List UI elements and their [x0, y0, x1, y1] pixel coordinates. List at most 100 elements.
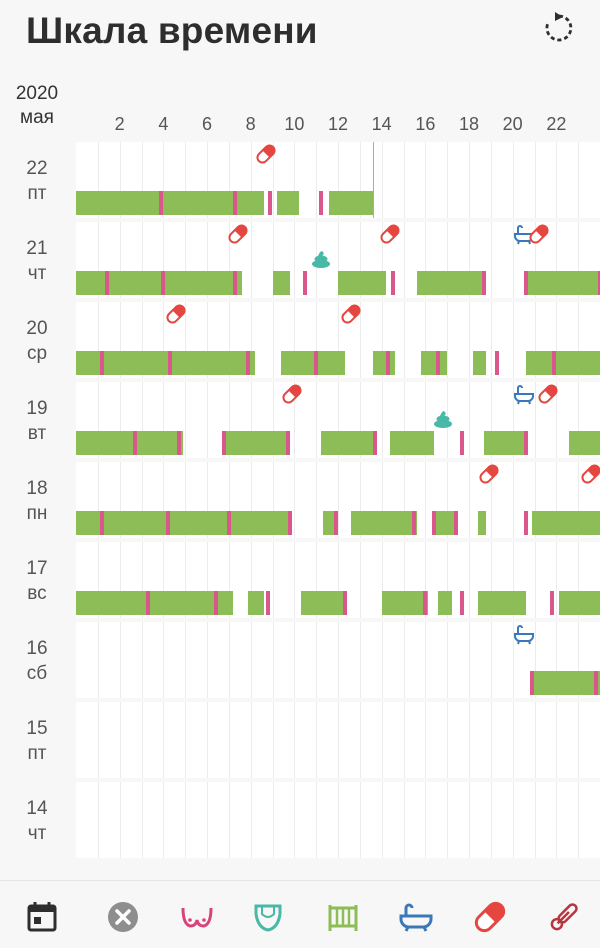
medicine-icon[interactable]	[226, 222, 250, 246]
cancel-icon[interactable]	[103, 897, 143, 937]
breastfeeding-icon[interactable]	[177, 897, 217, 937]
feeding-mark[interactable]	[132, 431, 137, 455]
medicine-icon[interactable]	[477, 462, 501, 486]
bath-icon[interactable]	[396, 897, 436, 937]
feeding-mark[interactable]	[495, 351, 500, 375]
medicine-icon[interactable]	[527, 222, 551, 246]
medicine-icon[interactable]	[536, 382, 560, 406]
sleep-segment[interactable]	[372, 351, 395, 375]
day-row[interactable]: 19 вт	[0, 382, 600, 462]
feeding-mark[interactable]	[285, 431, 290, 455]
day-row[interactable]: 21 чт	[0, 222, 600, 302]
feeding-mark[interactable]	[460, 591, 465, 615]
sleep-segment[interactable]	[272, 271, 290, 295]
sleep-segment[interactable]	[338, 271, 387, 295]
day-timeline[interactable]	[76, 702, 600, 778]
feeding-mark[interactable]	[159, 191, 164, 215]
feeding-mark[interactable]	[386, 351, 391, 375]
bath-icon[interactable]	[512, 622, 536, 646]
feeding-mark[interactable]	[436, 351, 441, 375]
feeding-mark[interactable]	[460, 431, 465, 455]
day-row[interactable]: 17 вс	[0, 542, 600, 622]
sleep-segment[interactable]	[76, 511, 293, 535]
feeding-mark[interactable]	[266, 591, 271, 615]
feeding-mark[interactable]	[373, 431, 378, 455]
feeding-mark[interactable]	[598, 271, 600, 295]
sleep-segment[interactable]	[76, 431, 183, 455]
medicine-icon[interactable]	[378, 222, 402, 246]
feeding-mark[interactable]	[318, 191, 323, 215]
medicine-icon[interactable]	[339, 302, 363, 326]
feeding-mark[interactable]	[333, 511, 338, 535]
sleep-segment[interactable]	[222, 431, 290, 455]
feeding-mark[interactable]	[167, 351, 172, 375]
feeding-mark[interactable]	[246, 351, 251, 375]
sleep-segment[interactable]	[76, 351, 256, 375]
sleep-segment[interactable]	[76, 591, 234, 615]
day-row[interactable]: 18 пн	[0, 462, 600, 542]
feeding-mark[interactable]	[100, 351, 105, 375]
day-timeline[interactable]	[76, 382, 600, 458]
feeding-mark[interactable]	[314, 351, 319, 375]
feeding-mark[interactable]	[100, 511, 105, 535]
feeding-mark[interactable]	[233, 191, 238, 215]
sleep-segment[interactable]	[477, 591, 526, 615]
day-row[interactable]: 15 пт	[0, 702, 600, 782]
day-timeline[interactable]	[76, 782, 600, 858]
feeding-mark[interactable]	[412, 511, 417, 535]
sleep-segment[interactable]	[525, 271, 600, 295]
sleep-segment[interactable]	[351, 511, 417, 535]
day-timeline[interactable]	[76, 142, 600, 218]
feeding-mark[interactable]	[523, 431, 528, 455]
feeding-mark[interactable]	[552, 351, 557, 375]
medicine-icon[interactable]	[579, 462, 600, 486]
feeding-mark[interactable]	[523, 271, 528, 295]
feeding-mark[interactable]	[453, 511, 458, 535]
feeding-mark[interactable]	[432, 511, 437, 535]
sleep-segment[interactable]	[420, 351, 448, 375]
sleep-segment[interactable]	[76, 271, 242, 295]
medicine-icon[interactable]	[164, 302, 188, 326]
feeding-mark[interactable]	[549, 591, 554, 615]
feeding-mark[interactable]	[165, 511, 170, 535]
feeding-mark[interactable]	[530, 671, 535, 695]
sleep-segment[interactable]	[329, 191, 373, 215]
feeding-mark[interactable]	[222, 431, 227, 455]
bath-icon[interactable]	[512, 382, 536, 406]
day-timeline[interactable]	[76, 222, 600, 298]
refresh-icon[interactable]	[541, 10, 577, 46]
sleep-segment[interactable]	[300, 591, 347, 615]
feeding-mark[interactable]	[268, 191, 273, 215]
feeding-mark[interactable]	[523, 511, 528, 535]
thermometer-icon[interactable]	[544, 897, 584, 937]
day-timeline[interactable]	[76, 542, 600, 618]
feeding-mark[interactable]	[233, 271, 238, 295]
sleep-segment[interactable]	[532, 511, 600, 535]
medicine-icon[interactable]	[470, 897, 510, 937]
sleep-segment[interactable]	[569, 431, 600, 455]
feeding-mark[interactable]	[593, 671, 598, 695]
poop-icon[interactable]	[431, 406, 455, 430]
feeding-mark[interactable]	[213, 591, 218, 615]
day-timeline[interactable]	[76, 462, 600, 538]
sleep-segment[interactable]	[416, 271, 487, 295]
feeding-mark[interactable]	[423, 591, 428, 615]
diaper-icon[interactable]	[248, 897, 288, 937]
feeding-mark[interactable]	[176, 431, 181, 455]
day-timeline[interactable]	[76, 622, 600, 698]
sleep-segment[interactable]	[532, 671, 600, 695]
sleep-segment[interactable]	[558, 591, 600, 615]
medicine-icon[interactable]	[254, 142, 278, 166]
feeding-mark[interactable]	[342, 591, 347, 615]
sleep-segment[interactable]	[76, 191, 264, 215]
sleep-segment[interactable]	[525, 351, 600, 375]
day-row[interactable]: 22 пт	[0, 142, 600, 222]
sleep-segment[interactable]	[473, 351, 487, 375]
sleep-segment[interactable]	[248, 591, 264, 615]
day-row[interactable]: 14 чт	[0, 782, 600, 862]
sleep-segment[interactable]	[281, 351, 345, 375]
feeding-mark[interactable]	[161, 271, 166, 295]
feeding-mark[interactable]	[104, 271, 109, 295]
day-row[interactable]: 20 ср	[0, 302, 600, 382]
day-row[interactable]: 16 сб	[0, 622, 600, 702]
